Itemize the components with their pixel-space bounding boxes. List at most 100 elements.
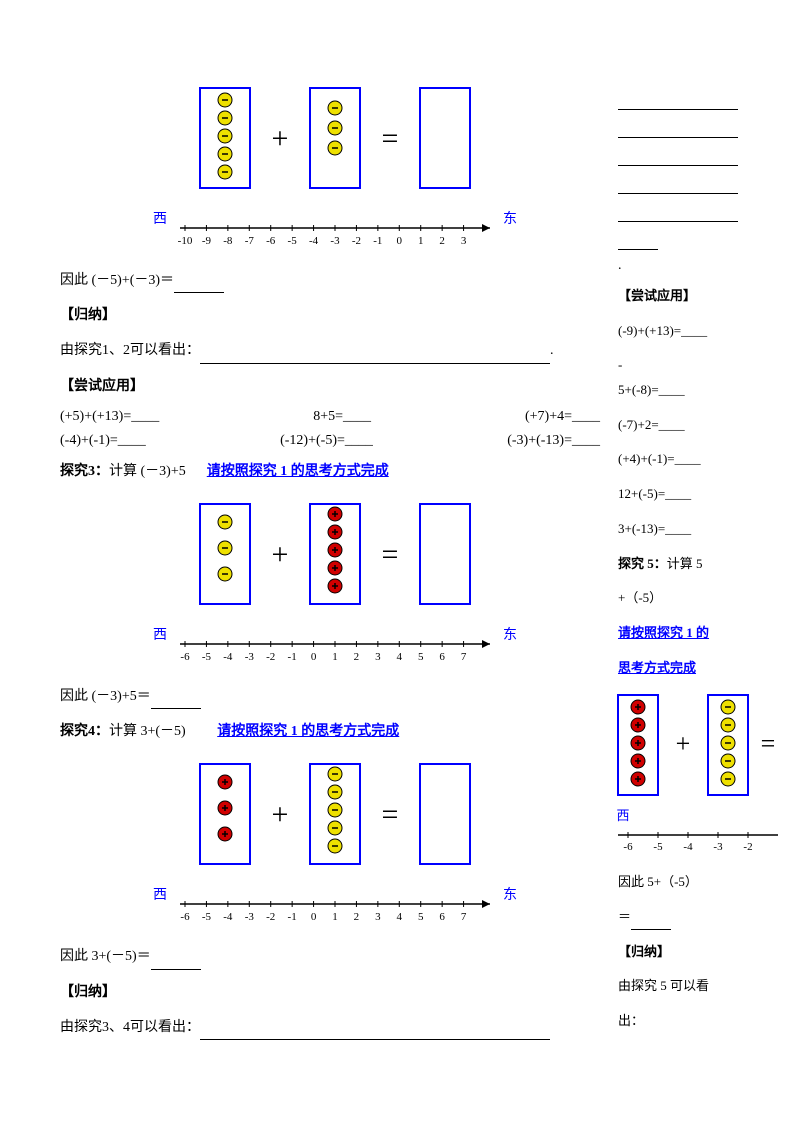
side-expr-6: 3+(-13)=____ [618, 517, 773, 542]
svg-text:4: 4 [397, 911, 403, 923]
therefore-1: 因此 (－5)+(－3)＝ [60, 268, 600, 293]
svg-text:6: 6 [439, 911, 445, 923]
svg-text:2: 2 [439, 235, 445, 247]
guina-12: 由探究1、2可以看出：. [60, 338, 600, 363]
svg-text:5: 5 [418, 911, 424, 923]
svg-text:-5: -5 [202, 651, 212, 663]
side-expr-5: 12+(-5)=____ [618, 482, 773, 507]
svg-text:-6: -6 [180, 651, 190, 663]
expr-c: (+7)+4=____ [525, 409, 600, 425]
svg-text:1: 1 [332, 911, 338, 923]
side-therefore: 因此 5+（-5） [618, 870, 773, 895]
svg-text:-4: -4 [223, 911, 233, 923]
svg-text:-3: -3 [245, 911, 255, 923]
side-explore-5: 探究 5：计算 5 [618, 552, 773, 577]
svg-text:5: 5 [418, 651, 424, 663]
svg-text:-5: -5 [288, 235, 298, 247]
side-expr-2: -5+(-8)=____ [618, 353, 773, 402]
svg-text:-8: -8 [223, 235, 233, 247]
svg-text:-9: -9 [202, 235, 212, 247]
side-instr-1: 请按照探究 1 的 [618, 621, 773, 646]
expr-f: (-3)+(-13)=____ [507, 433, 600, 449]
therefore-3: 因此 3+(－5)＝ [60, 944, 600, 969]
svg-text:-1: -1 [288, 651, 297, 663]
svg-text:-1: -1 [288, 911, 297, 923]
svg-text:=: = [761, 729, 776, 758]
svg-text:4: 4 [397, 651, 403, 663]
svg-text:7: 7 [461, 911, 467, 923]
side-guina: 由探究 5 可以看 [618, 974, 773, 999]
side-chu: 出： [618, 1009, 773, 1034]
svg-text:0: 0 [311, 911, 317, 923]
svg-text:+: + [272, 538, 289, 571]
svg-text:-10: -10 [178, 235, 193, 247]
svg-text:-2: -2 [352, 235, 361, 247]
svg-text:-6: -6 [180, 911, 190, 923]
try-row-2: (-4)+(-1)=____ (-12)+(-5)=____ (-3)+(-13… [60, 433, 600, 449]
svg-text:-2: -2 [266, 911, 275, 923]
svg-text:6: 6 [439, 651, 445, 663]
svg-text:1: 1 [418, 235, 424, 247]
svg-text:0: 0 [311, 651, 317, 663]
expr-a: (+5)+(+13)=____ [60, 409, 159, 425]
figure-1: +=西东-10-9-8-7-6-5-4-3-2-10123 [60, 78, 600, 258]
side-eq: ＝ [618, 905, 773, 930]
svg-text:-2: -2 [266, 651, 275, 663]
svg-text:-4: -4 [223, 651, 233, 663]
expr-e: (-12)+(-5)=____ [280, 433, 373, 449]
try-row-1: (+5)+(+13)=____ 8+5=____ (+7)+4=____ [60, 409, 600, 425]
side-expr-3: (-7)+2=____ [618, 413, 773, 438]
svg-text:东: 东 [503, 627, 517, 643]
guina-34: 由探究3、4可以看出： [60, 1015, 600, 1040]
svg-text:+: + [272, 122, 289, 155]
svg-text:西: 西 [153, 888, 167, 903]
svg-text:2: 2 [354, 651, 360, 663]
blank-line [618, 174, 738, 194]
svg-text:-7: -7 [245, 235, 255, 247]
blank-line [618, 90, 738, 110]
svg-text:3: 3 [375, 651, 381, 663]
svg-text:-5: -5 [202, 911, 212, 923]
instruction-link-1: 请按照探究 1 的思考方式完成 [207, 464, 389, 479]
svg-text:+: + [272, 798, 289, 831]
heading-try: 【尝试应用】 [60, 374, 600, 399]
svg-text:-2: -2 [743, 841, 752, 853]
svg-text:-1: -1 [373, 235, 382, 247]
svg-text:=: = [382, 798, 399, 831]
svg-text:-6: -6 [266, 235, 276, 247]
explore-4-line: 探究4：计算 3+(－5) 请按照探究 1 的思考方式完成 [60, 719, 600, 744]
svg-text:-5: -5 [653, 841, 663, 853]
svg-text:3: 3 [461, 235, 467, 247]
blank-line [618, 202, 738, 222]
explore-3-line: 探究3：计算 (－3)+5 请按照探究 1 的思考方式完成 [60, 459, 600, 484]
figure-2: + = 西 东 -6 -5 -4 -3 -2 -1 0 1 2 3 4 5 6 7 [60, 494, 600, 674]
blank-line [618, 118, 738, 138]
instruction-link-2: 请按照探究 1 的思考方式完成 [217, 724, 399, 739]
svg-text:西: 西 [153, 628, 167, 643]
svg-text:=: = [382, 122, 399, 155]
side-explore-5b: +（-5） [618, 586, 773, 611]
svg-text:-3: -3 [245, 651, 255, 663]
side-heading-guina: 【归纳】 [618, 940, 773, 965]
figure-3: +=西东-6-5-4-3-2-101234567 [60, 754, 600, 934]
side-instr-2: 思考方式完成 [618, 656, 773, 681]
expr-b: 8+5=____ [313, 409, 371, 425]
expr-d: (-4)+(-1)=____ [60, 433, 146, 449]
svg-text:-4: -4 [309, 235, 319, 247]
svg-text:7: 7 [461, 651, 467, 663]
svg-text:东: 东 [503, 887, 517, 903]
svg-text:3: 3 [375, 911, 381, 923]
svg-text:-6: -6 [623, 841, 633, 853]
blank-line-short [618, 230, 658, 250]
therefore-2: 因此 (－3)+5＝ [60, 684, 600, 709]
heading-guina-2: 【归纳】 [60, 980, 600, 1005]
svg-text:0: 0 [397, 235, 403, 247]
main-column: +=西东-10-9-8-7-6-5-4-3-2-10123 因此 (－5)+(－… [60, 70, 600, 1050]
svg-text:1: 1 [332, 651, 338, 663]
svg-text:-3: -3 [330, 235, 340, 247]
svg-text:西: 西 [153, 212, 167, 227]
svg-text:=: = [382, 538, 399, 571]
blank-line [618, 146, 738, 166]
svg-text:+: + [676, 729, 691, 758]
svg-text:-4: -4 [683, 841, 693, 853]
